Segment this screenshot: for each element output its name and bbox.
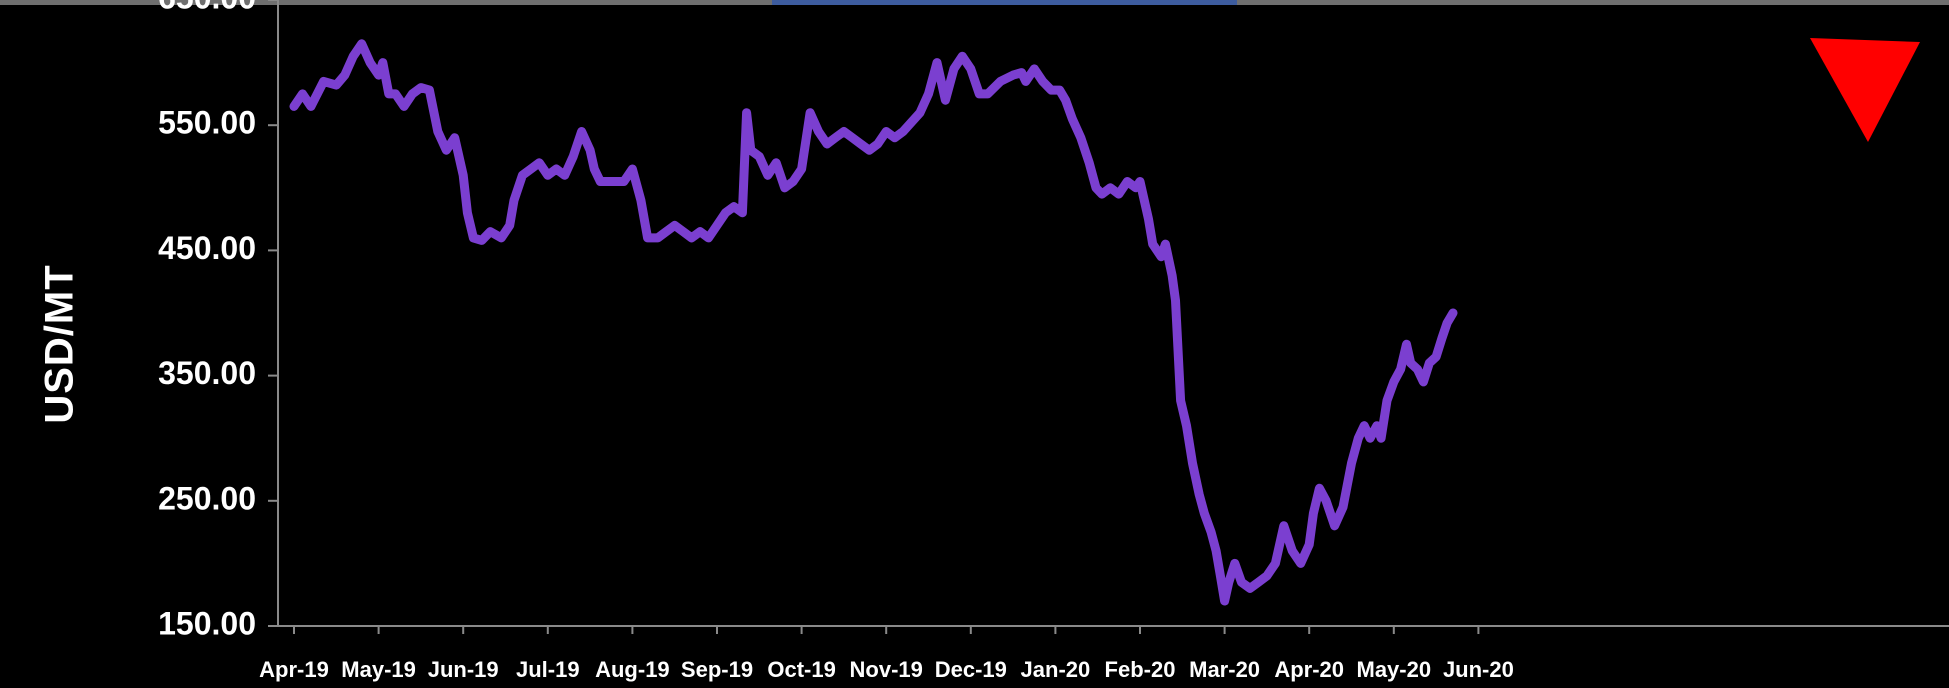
x-tick-label: Jul-19 — [516, 657, 580, 682]
chart-axes — [268, 0, 1949, 634]
x-tick-label: Jan-20 — [1021, 657, 1091, 682]
top-tab — [772, 0, 1237, 5]
x-tick-label: Dec-19 — [935, 657, 1007, 682]
y-axis-label: USD/MT — [38, 264, 82, 423]
x-tick-label: Jun-20 — [1443, 657, 1514, 682]
x-tick-label: May-20 — [1357, 657, 1432, 682]
y-tick-label: 250.00 — [158, 480, 256, 516]
x-tick-label: Apr-20 — [1274, 657, 1344, 682]
x-tick-label: Apr-19 — [259, 657, 329, 682]
y-tick-label: 550.00 — [158, 105, 256, 141]
x-tick-labels: Apr-19 May-19 Jun-19 Jul-19 Aug-19 Sep-19 Oct-… — [259, 657, 1514, 682]
red-down-triangle-icon — [1810, 38, 1920, 142]
x-tick-label: Nov-19 — [850, 657, 923, 682]
y-tick-labels: 150.00 250.00 350.00 450.00 550.00 650.00 — [158, 0, 256, 641]
y-tick-label: 450.00 — [158, 230, 256, 266]
x-tick-label: May-19 — [341, 657, 416, 682]
x-tick-label: Sep-19 — [681, 657, 753, 682]
x-tick-label: Mar-20 — [1189, 657, 1260, 682]
x-tick-label: Jun-19 — [428, 657, 499, 682]
price-series-line — [289, 39, 1458, 606]
x-tick-label: Aug-19 — [595, 657, 670, 682]
x-tick-label: Feb-20 — [1105, 657, 1176, 682]
y-tick-label: 350.00 — [158, 355, 256, 391]
x-tick-label: Oct-19 — [767, 657, 835, 682]
y-tick-label: 650.00 — [158, 0, 256, 15]
y-tick-label: 150.00 — [158, 605, 256, 641]
series-group — [289, 39, 1458, 606]
